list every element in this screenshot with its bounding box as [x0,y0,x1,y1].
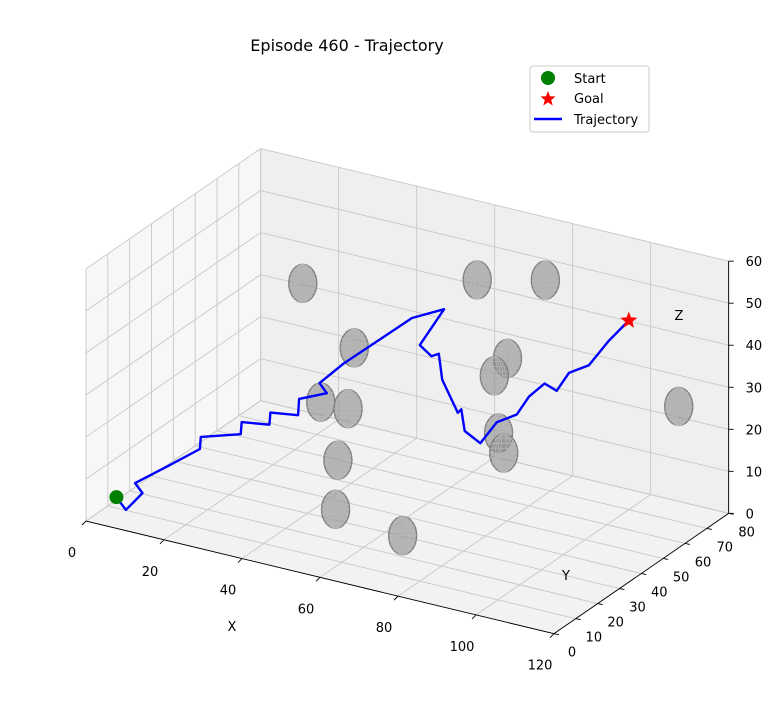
x-tick-label: 100 [450,640,475,655]
grid-line-back-z [260,190,729,304]
z-tick-label: 0 [746,507,754,522]
y-tick-mark [597,603,603,606]
obstacle-sphere [387,515,418,556]
x-tick-mark [315,577,321,582]
z-tick-label: 50 [746,297,763,312]
y-tick-label: 50 [673,570,690,585]
obstacle-sphere [479,356,510,396]
z-axis-label: Z [675,309,684,324]
axes-ticks: 0 20 40 60 80 100 120 0 10 20 30 40 50 60 70 80 0 10 20 30 4… [68,255,762,674]
obstacle-sphere [333,388,363,429]
y-tick-label: 30 [629,601,646,616]
y-tick-mark [641,573,647,575]
obstacle-sphere [306,382,336,422]
x-tick-mark [159,539,165,545]
grid-line-back-z [260,274,729,388]
y-tick-label: 0 [568,646,576,661]
markers-layer [109,311,638,505]
grid-line-floor-y [216,430,686,544]
y-tick-label: 80 [738,525,755,540]
x-tick-label: 80 [376,621,393,636]
x-tick-mark [81,520,87,526]
start-marker [109,490,124,505]
obstacle-sphere [323,440,353,480]
x-tick-mark [393,595,399,601]
trajectory-line [115,308,630,512]
z-tick-label: 30 [746,381,763,396]
axes-panes [86,148,729,634]
grid-line-wall-z [85,232,261,354]
y-tick-mark [619,588,625,591]
obstacle-sphere [339,328,369,368]
z-tick-label: 60 [746,255,763,270]
obstacle-sphere [288,263,318,303]
x-tick-label: 40 [220,584,237,599]
obstacle-sphere [664,386,694,427]
obstacle-sphere [320,489,351,530]
z-tick-label: 40 [746,339,763,354]
x-tick-mark [237,558,243,563]
y-tick-label: 40 [651,586,668,601]
legend-start-marker [541,71,555,85]
grid-line-wall-z [85,274,261,396]
legend-frame [529,65,650,133]
y-tick-label: 60 [695,555,712,570]
grid-line-floor-y [129,490,598,605]
y-tick-mark [575,618,581,621]
legend-trajectory-label: Trajectory [573,113,638,128]
y-tick-label: 70 [717,540,734,555]
legend-start-label: Start [574,72,606,87]
legend-goal-marker [540,91,556,106]
x-tick-mark [471,614,477,620]
obstacle-sphere [462,260,492,300]
obstacles-layer [288,260,694,556]
legend: Start Goal Trajectory [529,65,650,133]
x-tick-mark [549,633,555,638]
grid-line-wall-z [85,190,261,312]
grid-line-floor-y [151,475,620,589]
obstacle-sphere [530,260,561,300]
z-tick-label: 10 [746,465,763,480]
y-tick-label: 10 [586,631,603,646]
y-tick-mark [553,633,560,636]
x-axis-label: X [228,620,237,635]
grid-line-wall-z [85,358,261,480]
y-tick-label: 20 [607,616,624,631]
x-tick-label: 20 [142,565,159,580]
y-tick-mark [684,542,691,545]
y-tick-mark [706,527,712,530]
trajectory-layer [115,308,630,512]
grid-line-back-z [260,232,729,346]
grid-line-wall-z [85,148,261,270]
grid-line-floor-y [195,445,664,559]
grid-line-floor-y [238,415,707,529]
y-tick-mark [663,558,669,560]
chart-title: Episode 460 - Trajectory [250,36,443,55]
legend-goal-label: Goal [574,92,604,107]
z-tick-label: 20 [746,423,763,438]
grid-line-floor-y [107,505,576,620]
x-tick-label: 0 [68,546,76,561]
y-axis-label: Y [561,569,570,584]
goal-marker [620,311,638,328]
x-tick-label: 120 [528,659,553,674]
grid-line-wall-z [85,316,261,438]
x-tick-label: 60 [298,602,315,617]
grid-line-back-z [260,148,729,262]
obstacle-sphere [489,433,519,473]
